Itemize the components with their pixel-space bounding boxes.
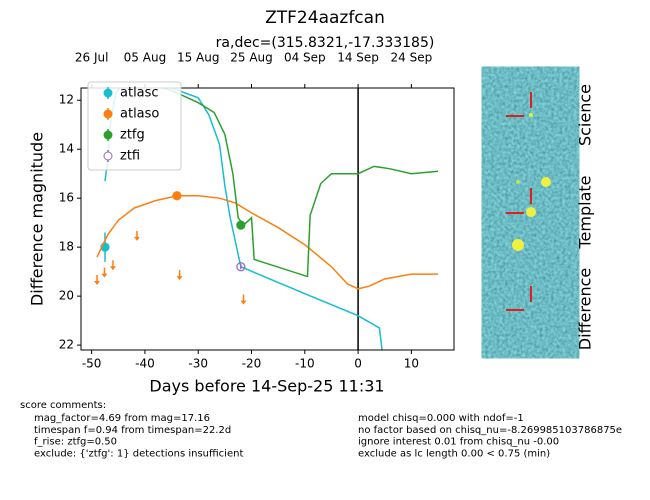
upper-limit: [109, 260, 116, 271]
star: [526, 207, 536, 217]
comment-line: exclude: {'ztfg': 1} detections insuffic…: [34, 448, 243, 459]
legend: atlasc atlaso ztfg ztfi: [87, 81, 182, 171]
image: [489, 268, 572, 351]
limit-head: [176, 276, 183, 281]
legend-label: atlaso: [120, 107, 159, 122]
y-tick-label: 22: [59, 338, 74, 352]
x-axis-label: Days before 14-Sep-25 11:31: [149, 377, 384, 396]
top-tick-label: 25 Aug: [230, 51, 273, 65]
y-tick-label: 16: [59, 191, 74, 205]
axes-frame: [80, 87, 455, 351]
y-tick-label: 20: [59, 289, 74, 303]
comment-line: model chisq=0.000 with ndof=-1: [358, 413, 524, 424]
comment-line: no factor based on chisq_nu=-8.269985103…: [358, 425, 622, 436]
limit-head: [93, 280, 100, 285]
y-axis-label: Difference magnitude: [28, 132, 47, 306]
panel-label: Template: [576, 175, 595, 249]
top-tick-label: 26 Jul: [75, 51, 109, 65]
star: [512, 239, 524, 251]
panel-label: Science: [576, 84, 595, 146]
legend-label: ztfg: [120, 128, 145, 143]
star: [529, 113, 533, 117]
comment-line: f_rise: ztfg=0.50: [34, 437, 117, 448]
legend-label: atlasc: [120, 86, 159, 101]
top-tick-label: 24 Sep: [391, 51, 433, 65]
upper-limit: [133, 230, 140, 241]
model-line: [159, 88, 439, 278]
chart-subtitle: ra,dec=(315.8321,-17.333185): [216, 35, 435, 51]
thumbnail: [489, 171, 572, 254]
limit-head: [101, 273, 108, 278]
top-tick-label: 04 Sep: [284, 51, 326, 65]
data-point: [236, 262, 246, 272]
comment-line: timespan f=0.94 from timespan=22.2d: [34, 425, 231, 436]
x-tick-label: -40: [135, 357, 155, 371]
data-point: [236, 220, 246, 230]
chart-title: ZTF24aazfcan: [265, 8, 385, 28]
top-tick-label: 15 Aug: [177, 51, 220, 65]
x-tick-label: -50: [82, 357, 102, 371]
x-tick-label: -10: [295, 357, 315, 371]
comment-line: ignore interest 0.01 from chisq_nu -0.00: [358, 437, 559, 448]
legend-frame: [87, 81, 182, 171]
model-line: [96, 194, 439, 290]
x-tick-label: -30: [188, 357, 208, 371]
x-tick-label: -20: [242, 357, 262, 371]
upper-limit: [240, 294, 247, 305]
thumbnail: [489, 74, 572, 157]
upper-limit: [93, 274, 100, 285]
comment-line: exclude as lc length 0.00 < 0.75 (min): [358, 448, 550, 459]
upper-limit: [176, 270, 183, 281]
panel-label: Difference: [576, 268, 595, 350]
comment-line: mag_factor=4.69 from mag=17.16: [34, 413, 210, 424]
y-tick-label: 14: [59, 142, 74, 156]
top-tick-label: 14 Sep: [337, 51, 379, 65]
legend-marker: [103, 151, 113, 161]
thumbnail: [489, 268, 572, 351]
limit-head: [240, 300, 247, 305]
y-tick-label: 12: [59, 93, 74, 107]
data-point: [172, 191, 182, 201]
legend-marker: [103, 88, 113, 98]
comments-heading: score comments:: [20, 400, 106, 411]
y-tick-label: 18: [59, 240, 74, 254]
legend-marker: [103, 130, 113, 140]
star: [541, 177, 551, 187]
limit-head: [133, 236, 140, 241]
star: [516, 180, 520, 184]
x-tick-label: 0: [354, 357, 362, 371]
limit-head: [109, 266, 116, 271]
upper-limit: [101, 267, 108, 278]
thumbnails: [489, 74, 572, 351]
legend-marker: [103, 109, 113, 119]
top-tick-label: 05 Aug: [124, 51, 167, 65]
legend-label: ztfi: [120, 149, 140, 164]
x-tick-label: 10: [404, 357, 419, 371]
